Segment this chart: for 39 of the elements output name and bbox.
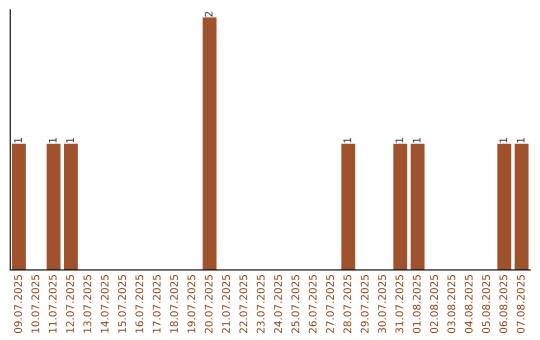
x-tick-label: 18.07.2025: [170, 275, 178, 333]
x-tick-label: 21.07.2025: [222, 275, 230, 334]
x-tick-label: 31.07.2025: [395, 275, 404, 333]
x-tick-label: 03.08.2025: [447, 275, 456, 334]
x-tick-label: 09.07.2025: [14, 275, 22, 334]
x-tick-label: 16.07.2025: [135, 275, 144, 333]
x-tick-label: 04.08.2025: [464, 275, 473, 334]
data-label: 1: [14, 138, 22, 143]
x-tick-label: 27.07.2025: [326, 275, 334, 334]
x-tick-label: 17.07.2025: [152, 275, 161, 333]
x-tick-label: 02.08.2025: [430, 275, 438, 334]
x-tick-label: 30.07.2025: [378, 275, 386, 333]
x-tick-label: 10.07.2025: [31, 275, 40, 333]
data-label: 1: [500, 138, 508, 143]
x-tick-label: 25.07.2025: [291, 275, 300, 334]
data-label: 1: [412, 138, 420, 143]
x-tick-label: 23.07.2025: [256, 275, 265, 334]
x-tick-label: 06.08.2025: [499, 275, 508, 334]
x-tick-label: 01.08.2025: [412, 275, 421, 334]
data-label: 1: [516, 138, 524, 143]
x-tick-label: 22.07.2025: [239, 275, 248, 334]
x-tick-label: 13.07.2025: [83, 275, 92, 333]
x-tick-label: 14.07.2025: [100, 275, 109, 333]
x-tick-label: 11.07.2025: [48, 275, 57, 333]
x-tick-label: 24.07.2025: [274, 275, 282, 334]
x-tick-label: 28.07.2025: [343, 275, 352, 334]
data-label: 1: [48, 138, 56, 143]
x-tick-label: 05.08.2025: [482, 275, 490, 334]
x-tick-label: 29.07.2025: [360, 275, 369, 334]
x-tick-label: 19.07.2025: [187, 275, 196, 333]
x-tick-label: 26.07.2025: [308, 275, 317, 334]
x-tick-label: 12.07.2025: [66, 275, 74, 333]
x-tick-label: 07.08.2025: [516, 275, 525, 334]
x-tick-label: 15.07.2025: [118, 275, 126, 333]
data-label: 2: [204, 12, 212, 17]
x-tick-label: 20.07.2025: [204, 275, 213, 334]
data-label: 1: [66, 138, 74, 143]
data-label: 1: [396, 138, 404, 143]
data-label: 1: [344, 138, 352, 143]
